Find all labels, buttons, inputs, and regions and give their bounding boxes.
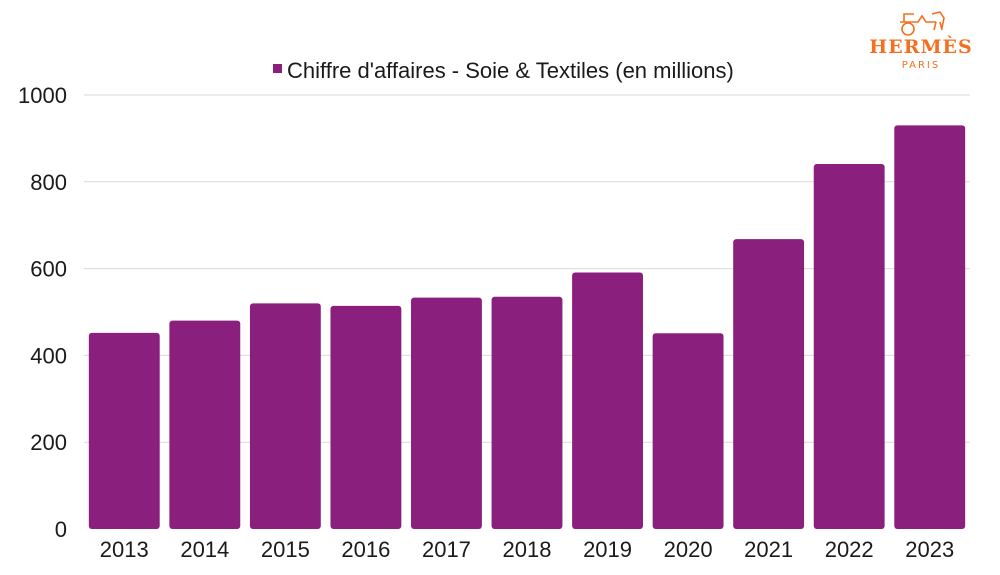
legend: Chiffre d'affaires - Soie & Textiles (en… xyxy=(273,58,734,83)
bars xyxy=(88,125,966,530)
y-tick-label: 600 xyxy=(30,257,67,282)
bar-2015 xyxy=(249,303,321,529)
y-tick-label: 400 xyxy=(30,343,67,368)
y-tick-label: 0 xyxy=(55,517,67,542)
bar-2017 xyxy=(411,297,482,529)
x-axis-ticks: 2013 2014 2015 2016 2017 2018 2019 2020 2021 2022… xyxy=(100,537,954,562)
bar-2019 xyxy=(572,272,643,529)
x-tick-label: 2014 xyxy=(180,537,229,562)
brand-name: HERMÈS xyxy=(869,36,973,58)
bar-2022 xyxy=(813,164,885,530)
bar-2020 xyxy=(652,333,724,529)
x-tick-label: 2022 xyxy=(825,537,874,562)
bar-2014 xyxy=(169,320,241,529)
y-axis-ticks: 0 200 400 600 800 1000 xyxy=(18,83,67,542)
legend-label: Chiffre d'affaires - Soie & Textiles (en… xyxy=(287,58,734,83)
y-tick-label: 200 xyxy=(30,430,67,455)
x-tick-label: 2015 xyxy=(261,537,310,562)
x-tick-label: 2016 xyxy=(341,537,390,562)
bar-2023 xyxy=(894,125,966,529)
bar-2018 xyxy=(491,296,563,529)
x-tick-label: 2021 xyxy=(744,537,793,562)
bar-2013 xyxy=(88,332,160,529)
legend-swatch xyxy=(273,64,282,73)
brand-city: PARIS xyxy=(901,60,941,71)
hermes-logo: HERMÈS PARIS xyxy=(866,8,976,74)
bar-2021 xyxy=(733,239,805,529)
x-tick-label: 2019 xyxy=(583,537,632,562)
x-tick-label: 2013 xyxy=(100,537,149,562)
bar-2016 xyxy=(330,305,402,529)
x-tick-label: 2017 xyxy=(422,537,471,562)
carriage-icon xyxy=(900,11,945,36)
x-tick-label: 2018 xyxy=(503,537,552,562)
y-tick-label: 1000 xyxy=(18,83,67,108)
x-tick-label: 2020 xyxy=(664,537,713,562)
y-tick-label: 800 xyxy=(30,170,67,195)
x-tick-label: 2023 xyxy=(905,537,954,562)
